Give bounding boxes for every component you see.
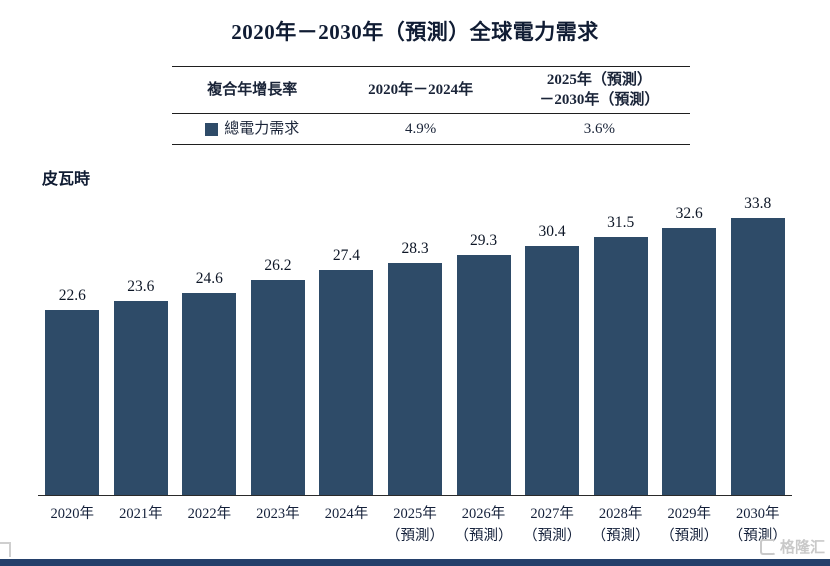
watermark: 格隆汇 [759,536,825,557]
x-axis-label: 2021年 [119,506,163,522]
cagr-value-2025-2030: 3.6% [583,120,615,137]
bar [525,246,580,495]
bar [113,301,168,495]
legend-swatch-icon [205,122,219,136]
bar-value-label: 22.6 [58,287,86,304]
bar-value-label: 27.4 [332,247,361,264]
header-period-2025-2030-line2: －2030年（預測） [539,92,660,108]
bar-column: 32.6 [655,205,724,495]
bar-chart-plot: 22.6 23.6 24.6 26.2 27.4 28.3 29.3 30.4 31.5 32.6… [38,193,792,496]
bar [456,255,511,495]
bar [593,237,648,495]
bar [45,310,100,495]
x-axis-label: 2022年 [187,506,232,522]
y-axis-unit-label: 皮瓦時 [42,171,91,188]
bar [662,228,717,495]
x-axis-label: 2028年 （預測） [591,506,650,544]
bar [319,270,374,495]
header-cagr-label: 複合年增長率 [207,81,298,98]
watermark-logo-icon [759,538,776,555]
x-axis-label: 2023年 [256,506,300,522]
watermark-text: 格隆汇 [779,540,825,556]
bar-value-label: 32.6 [675,205,703,222]
x-axis-label: 2029年 （預測） [660,506,719,544]
header-period-2025-2030-line1: 2025年（預測） [546,71,652,88]
chart-page: 2020年－2030年（預測）全球電力需求 複合年增長率 2020年－2024年… [0,16,830,566]
bar-column: 30.4 [518,223,587,495]
bar-value-label: 28.3 [401,240,429,257]
header-period-2025-2030: 2025年（預測） －2030年（預測） [509,67,690,113]
bar-value-label: 29.3 [469,232,498,249]
bar-value-label: 31.5 [607,214,635,231]
bar-chart: 22.6 23.6 24.6 26.2 27.4 28.3 29.3 30.4 31.5 32.6… [38,193,792,548]
cagr-table-header-row: 複合年增長率 2020年－2024年 2025年（預測） －2030年（預測） [172,66,690,114]
bar [182,293,237,495]
bar-value-label: 30.4 [538,223,566,240]
bar-column: 23.6 [107,278,176,495]
bar-value-label: 26.2 [264,257,292,274]
bar [250,280,305,495]
bottom-strip [0,559,830,566]
legend-item: 總電力需求 [172,114,333,144]
bar-value-label: 23.6 [127,278,155,295]
cagr-table: 複合年增長率 2020年－2024年 2025年（預測） －2030年（預測） … [172,66,690,145]
bar-value-label: 24.6 [195,270,223,287]
x-axis-labels: 2020年 2021年 2022年 2023年 2024年 2025年 （預測） 2026年（… [38,504,792,548]
bar-column: 28.3 [381,240,450,495]
header-period-2020-2024: 2020年－2024年 [368,81,474,98]
bar-column: 29.3 [449,232,518,495]
bar-value-label: 33.8 [744,195,772,212]
bar-column: 22.6 [38,287,107,495]
x-axis-label: 2020年 [50,506,95,522]
bar-column: 33.8 [723,195,792,495]
legend-label: 總電力需求 [224,120,300,137]
bar [730,218,785,495]
x-axis-label: 2024年 [324,506,369,522]
x-axis-label: 2027年 （預測） [523,506,582,544]
x-axis-label: 2025年 （預測） [386,506,444,544]
page-title: 2020年－2030年（預測）全球電力需求 [231,20,599,44]
bar-column: 31.5 [586,214,655,495]
cagr-table-data-row: 總電力需求 4.9% 3.6% [172,114,690,145]
bar-column: 24.6 [175,270,244,495]
bar-column: 26.2 [244,257,313,495]
bar-column: 27.4 [312,247,381,495]
bar [388,263,442,495]
cagr-value-2020-2024: 4.9% [405,120,437,137]
x-axis-label: 2026年 （預測） [454,506,513,544]
